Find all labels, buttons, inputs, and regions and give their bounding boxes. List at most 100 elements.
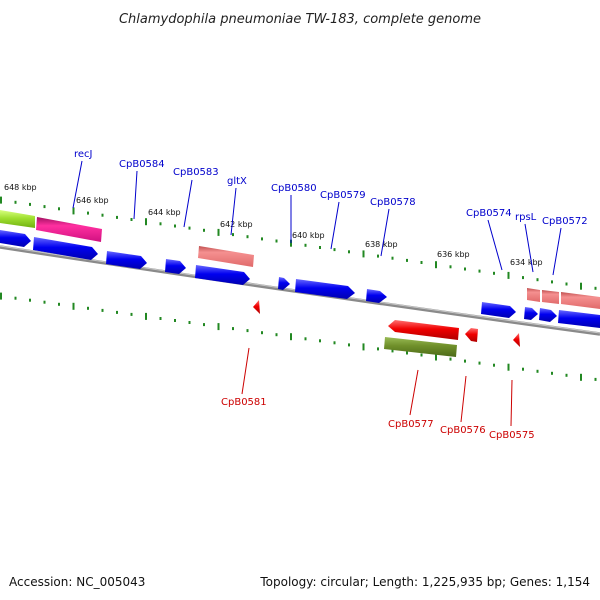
minor-tick [203,323,205,327]
minor-tick [275,333,278,337]
minor-tick [333,341,336,345]
gene-label-rpsl[interactable]: rpsL [515,212,537,223]
gene-arrow[interactable] [106,251,147,269]
reverse-strand-genes [253,300,520,357]
scale-label: 636 kbp [437,250,470,259]
gene-label-cpb0578[interactable]: CpB0578 [370,197,416,208]
minor-tick [116,215,118,219]
gene-arrow[interactable] [195,265,250,285]
minor-tick [536,278,539,282]
minor-tick [565,282,568,286]
gene-arrow[interactable] [366,289,387,303]
minor-tick [87,306,89,310]
genome-summary-text: Topology: circular; Length: 1,225,935 bp… [259,575,590,589]
scale-label: 638 kbp [365,240,398,249]
minor-tick [58,207,60,211]
minor-tick [493,363,495,367]
scale-label: 648 kbp [4,183,37,192]
gene-arrow[interactable] [558,310,600,328]
major-tick [580,373,582,381]
gene-label-recj[interactable]: recJ [74,149,93,160]
minor-tick [58,302,60,306]
minor-tick [130,312,133,316]
gene-arrow[interactable] [253,300,260,314]
major-tick [72,302,75,310]
gene-arrow[interactable] [561,292,600,309]
gene-label-cpb0581[interactable]: CpB0581 [221,397,267,408]
reverse-label-lines [241,347,513,427]
gene-arrow[interactable] [542,290,559,304]
gene-label-cpb0579[interactable]: CpB0579 [320,190,366,201]
gene-label-cpb0584[interactable]: CpB0584 [119,159,165,170]
major-tick [435,353,437,361]
major-tick [217,228,220,236]
gene-label-gltx[interactable]: gltX [227,176,247,187]
scale-label: 642 kbp [220,220,253,229]
minor-tick [536,369,539,373]
gene-label-cpb0580[interactable]: CpB0580 [271,183,317,194]
gene-arrow[interactable] [295,279,355,299]
minor-tick [348,343,350,347]
minor-tick [391,349,394,353]
minor-tick [551,280,553,284]
minor-tick [29,298,31,302]
minor-tick [464,359,466,363]
major-tick [362,343,365,351]
major-tick [507,271,510,279]
minor-tick [391,256,394,260]
minor-tick [522,367,524,371]
scale-ticks-lower [0,292,597,381]
gene-label-cpb0575[interactable]: CpB0575 [489,430,535,441]
minor-tick [29,202,31,206]
major-tick [0,292,2,300]
gene-arrow[interactable] [524,307,538,320]
gene-label-cpb0577[interactable]: CpB0577 [388,419,434,430]
gene-arrow[interactable] [198,246,254,267]
gene-arrow[interactable] [36,217,102,242]
gene-arrow[interactable] [165,259,186,274]
major-tick [362,250,365,258]
gene-arrow[interactable] [513,333,520,347]
gene-arrow[interactable] [33,237,98,260]
gene-arrow[interactable] [388,320,459,340]
minor-tick [174,224,176,228]
gene-label-cpb0576[interactable]: CpB0576 [440,425,486,436]
gene-label-cpb0572[interactable]: CpB0572 [542,216,588,227]
minor-tick [406,351,408,355]
minor-tick [101,213,104,217]
minor-tick [87,211,89,215]
gene-arrow[interactable] [0,230,31,247]
scale-label: 634 kbp [510,258,543,267]
forward-gene-labels: recJ CpB0584 CpB0583 gltX CpB0580 CpB057… [74,149,588,227]
minor-tick [174,319,176,322]
minor-tick [159,222,162,226]
minor-tick [594,286,597,290]
minor-tick [14,200,17,204]
minor-tick [333,248,336,252]
minor-tick [101,308,104,312]
gene-label-cpb0574[interactable]: CpB0574 [466,208,512,219]
minor-tick [203,228,205,232]
major-tick [145,312,147,320]
scale-ticks-upper [0,196,597,290]
gene-label-cpb0583[interactable]: CpB0583 [173,167,219,178]
gene-arrow[interactable] [527,288,540,302]
minor-tick [43,205,46,209]
gene-arrow[interactable] [384,337,457,357]
forward-label-lines [72,160,562,276]
scale-labels: 648 kbp 646 kbp 644 kbp 642 kbp 640 kbp … [4,183,543,267]
gene-arrow[interactable] [465,328,478,342]
gene-arrow[interactable] [539,308,557,322]
gene-arrow[interactable] [0,210,35,228]
gene-arrow[interactable] [278,277,290,290]
minor-tick [246,235,249,239]
minor-tick [261,237,263,241]
gene-arrow[interactable] [481,302,516,318]
minor-tick [14,296,17,300]
major-tick [580,282,582,290]
minor-tick [478,361,481,365]
minor-tick [116,310,118,314]
major-tick [290,239,292,247]
minor-tick [406,258,408,262]
